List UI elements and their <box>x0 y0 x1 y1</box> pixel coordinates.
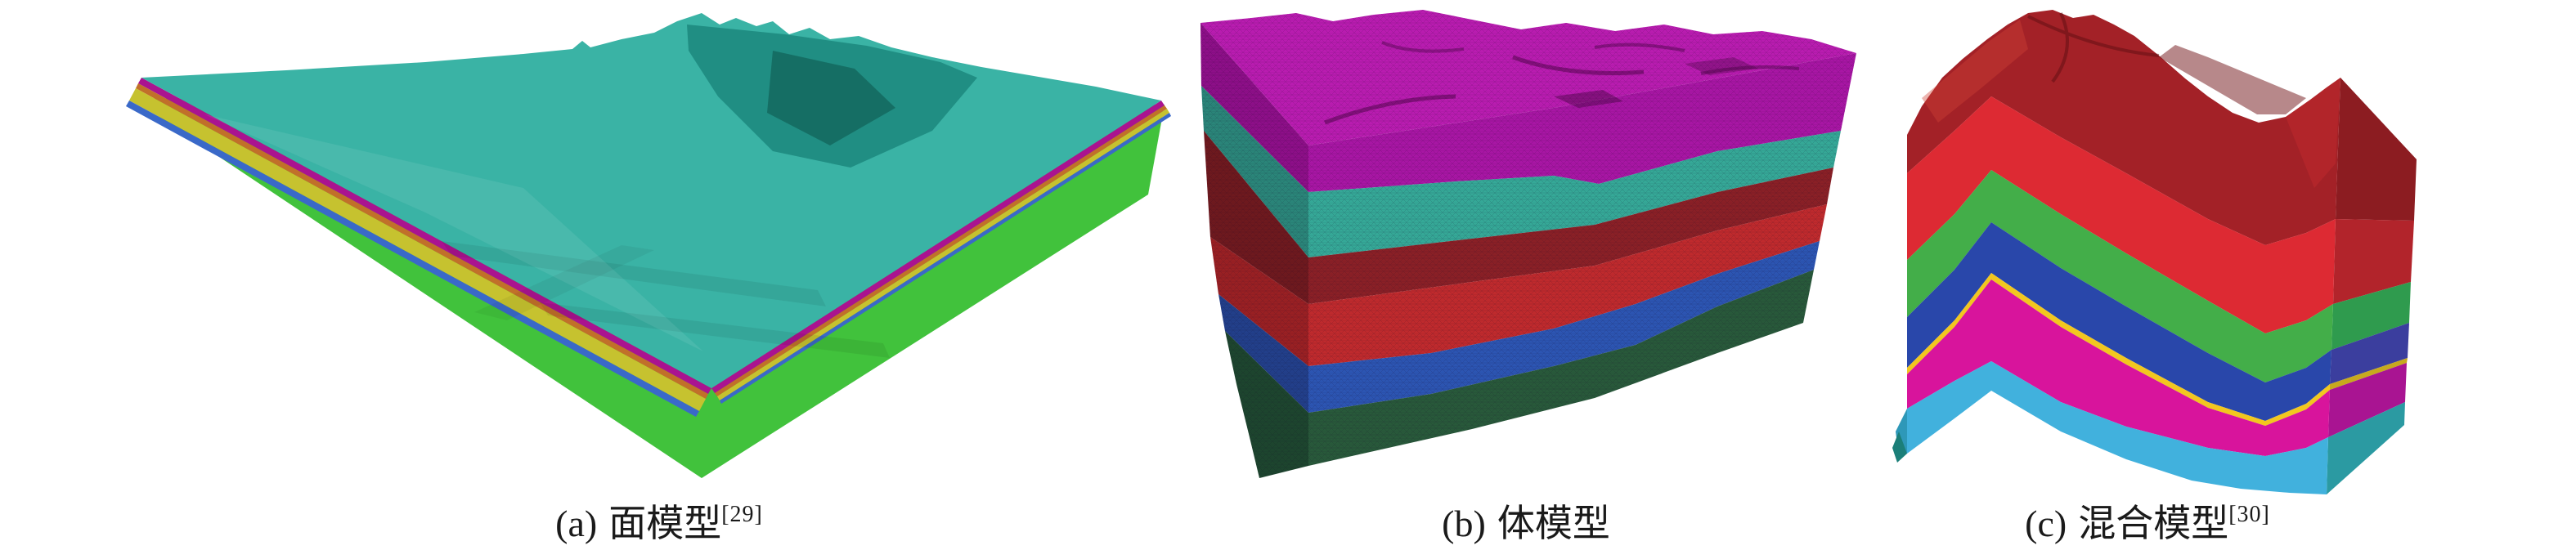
stratum-orange-right <box>715 105 1167 396</box>
hybrid-model-image <box>1892 10 2417 494</box>
surface-model-image <box>126 13 1171 478</box>
caption-volume-model: (b) 体模型 <box>1272 494 1779 548</box>
fold-cyan-layer <box>1907 361 2328 494</box>
cap-highlight <box>1922 20 2028 123</box>
fold-blue-layer <box>1907 222 2331 421</box>
caption-hybrid-model: (c) 混合模型[30] <box>1894 494 2401 548</box>
caption-title: 体模型 <box>1497 503 1610 544</box>
cap-shadow <box>2159 45 2306 114</box>
fold-green-layer <box>1907 170 2333 382</box>
cap-highlight-right <box>2286 78 2340 188</box>
caption-title: 混合模型 <box>2078 503 2229 544</box>
fold-magenta-layer <box>1907 280 2330 456</box>
mesh-overlay <box>1200 10 1856 478</box>
stratum-yellow-right <box>717 109 1169 400</box>
stratum-blue-right <box>720 113 1171 404</box>
caption-label: (a) <box>555 503 598 544</box>
terrain-streak <box>540 302 890 358</box>
right-teal-layer <box>2327 402 2405 494</box>
right-magenta-layer <box>2328 363 2407 437</box>
right-darkred-layer <box>2336 78 2417 221</box>
right-red-layer <box>2333 219 2414 304</box>
terrain-streak <box>442 241 826 306</box>
caption-title: 面模型 <box>608 503 722 544</box>
caption-citation: [30] <box>2228 502 2270 527</box>
caption-label: (b) <box>1442 503 1486 544</box>
right-yellow-layer <box>2330 358 2408 390</box>
caption-surface-model: (a) 面模型[29] <box>406 494 913 548</box>
fold-darkred-cap <box>1907 10 2340 245</box>
volume-model-image <box>1200 10 1856 478</box>
fold-red-layer <box>1907 96 2336 333</box>
left-teal-sliver <box>1892 432 1907 463</box>
right-green-layer <box>2331 282 2411 350</box>
right-blue-layer <box>2330 323 2409 384</box>
stratum-magenta-right <box>711 101 1165 393</box>
cap-crease <box>2027 12 2160 83</box>
mountain-shade-dark <box>767 51 895 145</box>
stratum-blue-left <box>126 101 699 417</box>
stratum-yellow-left <box>129 88 706 411</box>
stratum-magenta-left <box>138 78 711 394</box>
caption-label: (c) <box>2025 503 2067 544</box>
terrain-streak <box>474 245 654 320</box>
stratum-orange-left <box>136 83 708 399</box>
caption-citation: [29] <box>721 502 763 527</box>
